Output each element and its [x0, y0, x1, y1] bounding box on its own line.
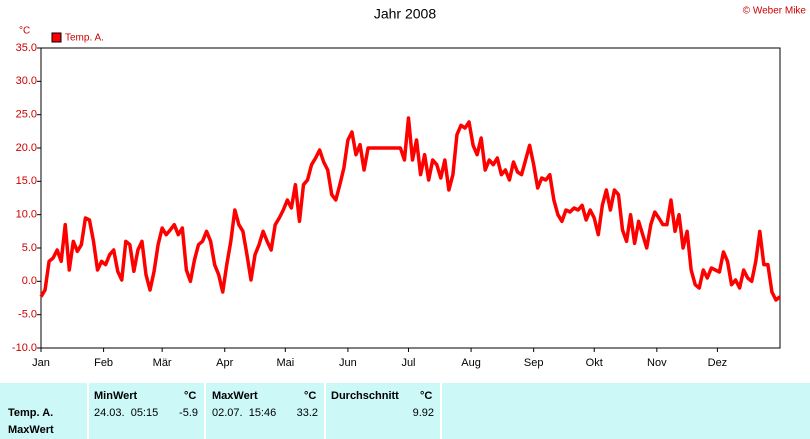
chart: Jahr 2008 © Weber Mike °C -10.0 -5.0 0.0 5.… — [12, 6, 807, 369]
x-tick-label: Okt — [586, 357, 603, 369]
chart-title: Jahr 2008 — [374, 6, 436, 22]
x-tick-label: Apr — [216, 357, 233, 369]
credit: © Weber Mike — [743, 6, 807, 17]
y-tick-label: -10.0 — [12, 342, 37, 354]
y-tick-label: 15.0 — [16, 175, 37, 187]
column-title: Durchschnitt — [331, 390, 399, 402]
legend-swatch — [51, 32, 62, 43]
x-tick-label: Jan — [32, 357, 50, 369]
min-value: -5.9 — [179, 407, 198, 419]
row-label: Temp. A. — [8, 407, 54, 419]
min-time: 24.03. 05:15 — [94, 407, 159, 419]
x-tick-label: Mai — [276, 357, 294, 369]
column-title: MaxWert — [212, 390, 258, 402]
y-tick-label: -5.0 — [18, 309, 37, 321]
y-tick-label: 25.0 — [16, 109, 37, 121]
x-tick-label: Nov — [647, 357, 667, 369]
x-tick-label: Jul — [401, 357, 415, 369]
max-value: 33.2 — [296, 407, 318, 419]
separator — [204, 383, 206, 439]
column-unit: °C — [184, 390, 197, 402]
y-tick-label: 5.0 — [22, 242, 37, 254]
row-label: MaxWert — [8, 424, 54, 436]
x-tick-label: Feb — [94, 357, 113, 369]
max-time: 02.07. 15:46 — [212, 407, 277, 419]
column-unit: °C — [420, 390, 433, 402]
column-title: MinWert — [94, 390, 138, 402]
x-tick-label: Sep — [524, 357, 544, 369]
data-line — [39, 116, 782, 302]
separator — [440, 383, 442, 439]
stats-table: Temp. A. MaxWert MinWert °C 24.03. 05:15… — [0, 383, 810, 439]
x-tick-label: Mär — [153, 357, 172, 369]
avg-value: 9.92 — [412, 407, 434, 419]
legend-label: Temp. A. — [65, 33, 104, 44]
y-tick-label: 0.0 — [22, 275, 37, 287]
y-tick-label: 30.0 — [16, 75, 37, 87]
x-tick-label: Jun — [339, 357, 357, 369]
separator — [87, 383, 89, 439]
column-unit: °C — [304, 390, 317, 402]
y-axis-label: °C — [19, 26, 30, 37]
plot-frame — [40, 47, 781, 349]
x-tick-label: Dez — [708, 357, 728, 369]
x-tick-label: Aug — [461, 357, 481, 369]
y-tick-label: 35.0 — [16, 42, 37, 54]
y-tick-label: 20.0 — [16, 142, 37, 154]
separator — [324, 383, 326, 439]
y-tick-label: 10.0 — [16, 209, 37, 221]
